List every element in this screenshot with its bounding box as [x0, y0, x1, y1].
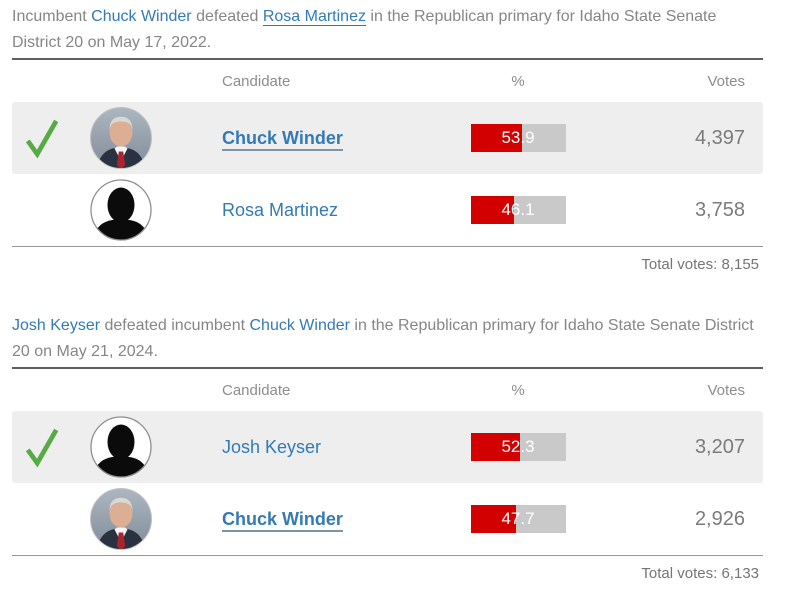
results-table: Candidate % Votes — [12, 60, 763, 273]
section-2022-primary: Incumbent Chuck Winder defeated Rosa Mar… — [12, 4, 763, 273]
votes-value: 4,397 — [694, 126, 745, 149]
candidate-link[interactable]: Rosa Martinez — [222, 199, 339, 220]
table-row: Chuck Winder 53.9 4,397 — [12, 102, 763, 174]
votes-value: 2,926 — [694, 507, 745, 530]
table-header-row: Candidate % Votes — [12, 60, 763, 102]
percent-bar: 46.1 — [470, 196, 566, 224]
percent-value: 46.1 — [501, 200, 535, 219]
table-header-votes: Votes — [707, 72, 745, 90]
percent-bar-fill — [470, 505, 516, 533]
candidate-link[interactable]: Josh Keyser — [12, 317, 101, 334]
percent-value: 52.3 — [501, 437, 535, 456]
results-divider — [12, 555, 763, 556]
table-row: Josh Keyser 52.3 3,207 — [12, 411, 763, 483]
intro-text: in the Republican primary for Idaho Stat… — [12, 8, 717, 51]
candidate-link[interactable]: Chuck Winder — [249, 317, 350, 334]
winner-check-icon — [25, 428, 59, 468]
table-row: Rosa Martinez 46.1 3,758 — [12, 174, 763, 246]
section-divider — [12, 58, 763, 60]
candidate-silhouette-icon — [90, 179, 152, 241]
table-header-percent: % — [511, 72, 525, 90]
candidate-link[interactable]: Rosa Martinez — [262, 8, 366, 26]
intro-text: Incumbent — [12, 8, 92, 25]
intro-text: defeated incumbent — [100, 317, 250, 334]
table-header-percent: % — [511, 381, 525, 399]
intro-text: defeated — [191, 8, 263, 25]
candidate-photo-icon — [90, 488, 152, 550]
candidate-silhouette-icon — [90, 416, 152, 478]
winner-check-icon — [25, 119, 59, 159]
intro-paragraph: Incumbent Chuck Winder defeated Rosa Mar… — [12, 4, 763, 56]
intro-text: in the Republican primary for Idaho Stat… — [12, 317, 754, 360]
section-2024-primary: Josh Keyser defeated incumbent Chuck Win… — [12, 313, 763, 582]
percent-value: 53.9 — [501, 128, 535, 147]
table-header-votes: Votes — [707, 381, 745, 399]
percent-bar-fill — [470, 196, 515, 224]
candidate-photo-icon — [90, 107, 152, 169]
percent-bar-fill — [470, 124, 522, 152]
votes-value: 3,207 — [694, 435, 745, 458]
table-header-row: Candidate % Votes — [12, 369, 763, 411]
candidate-link[interactable]: Chuck Winder — [222, 127, 343, 151]
candidate-link[interactable]: Chuck Winder — [91, 8, 192, 25]
election-results-page: Incumbent Chuck Winder defeated Rosa Mar… — [0, 4, 787, 582]
results-table: Candidate % Votes — [12, 369, 763, 582]
total-votes: Total votes: 6,133 — [641, 565, 759, 582]
section-divider — [12, 367, 763, 369]
results-divider — [12, 246, 763, 247]
candidate-link[interactable]: Josh Keyser — [222, 436, 322, 457]
table-header-candidate: Candidate — [222, 72, 291, 90]
percent-bar: 52.3 — [470, 433, 566, 461]
percent-bar-fill — [470, 433, 521, 461]
table-header-candidate: Candidate — [222, 381, 291, 399]
percent-value: 47.7 — [501, 509, 535, 528]
candidate-link[interactable]: Chuck Winder — [222, 508, 343, 532]
intro-paragraph: Josh Keyser defeated incumbent Chuck Win… — [12, 313, 763, 365]
total-votes: Total votes: 8,155 — [641, 256, 759, 273]
percent-bar: 53.9 — [470, 124, 566, 152]
votes-value: 3,758 — [694, 198, 745, 221]
table-row: Chuck Winder 47.7 2,926 — [12, 483, 763, 555]
percent-bar: 47.7 — [470, 505, 566, 533]
